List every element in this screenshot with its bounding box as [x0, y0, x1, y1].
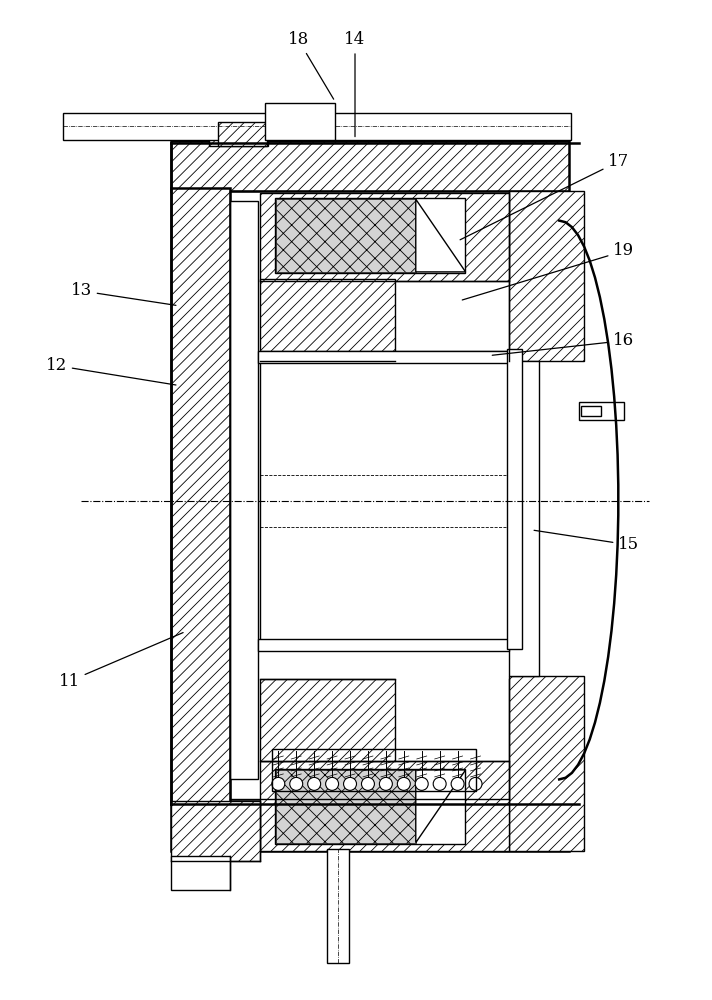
Text: 12: 12 [46, 357, 176, 385]
Bar [258, 639, 509, 651]
Polygon shape [416, 199, 466, 272]
Bar [276, 769, 464, 844]
Bar [171, 188, 231, 804]
Circle shape [308, 777, 320, 790]
Bar [209, 118, 268, 146]
Circle shape [451, 777, 464, 790]
Circle shape [362, 777, 375, 790]
Bar [509, 361, 539, 676]
Circle shape [397, 777, 410, 790]
Bar [258, 351, 509, 363]
Text: 15: 15 [534, 530, 639, 553]
Bar [261, 679, 395, 761]
Bar [509, 191, 584, 361]
Bar [276, 199, 416, 272]
Bar [261, 761, 509, 851]
Bar [261, 351, 509, 649]
Bar [581, 406, 601, 416]
Bar [508, 349, 523, 649]
Text: 17: 17 [460, 153, 629, 240]
Bar [231, 201, 258, 779]
Bar [171, 856, 231, 890]
Bar [63, 113, 571, 140]
Bar [276, 770, 416, 843]
Circle shape [379, 777, 392, 790]
Bar [171, 801, 569, 851]
Bar [327, 849, 349, 963]
Circle shape [469, 777, 482, 790]
Text: 13: 13 [70, 282, 176, 305]
Circle shape [344, 777, 357, 790]
Polygon shape [416, 770, 466, 843]
Text: 16: 16 [492, 332, 634, 355]
Text: 18: 18 [288, 31, 334, 99]
Circle shape [433, 777, 446, 790]
Circle shape [272, 777, 285, 790]
Bar [171, 801, 261, 861]
Text: 11: 11 [58, 633, 183, 690]
Bar [171, 141, 569, 191]
Bar [276, 198, 464, 273]
Bar [261, 193, 509, 281]
Text: 19: 19 [462, 242, 634, 300]
Circle shape [325, 777, 339, 790]
Bar [272, 749, 476, 791]
Bar [266, 103, 335, 140]
Bar [509, 676, 584, 851]
Circle shape [290, 777, 303, 790]
Text: 14: 14 [345, 31, 366, 137]
Circle shape [415, 777, 428, 790]
Bar [261, 279, 395, 361]
Bar [218, 122, 267, 146]
Bar [579, 402, 624, 420]
